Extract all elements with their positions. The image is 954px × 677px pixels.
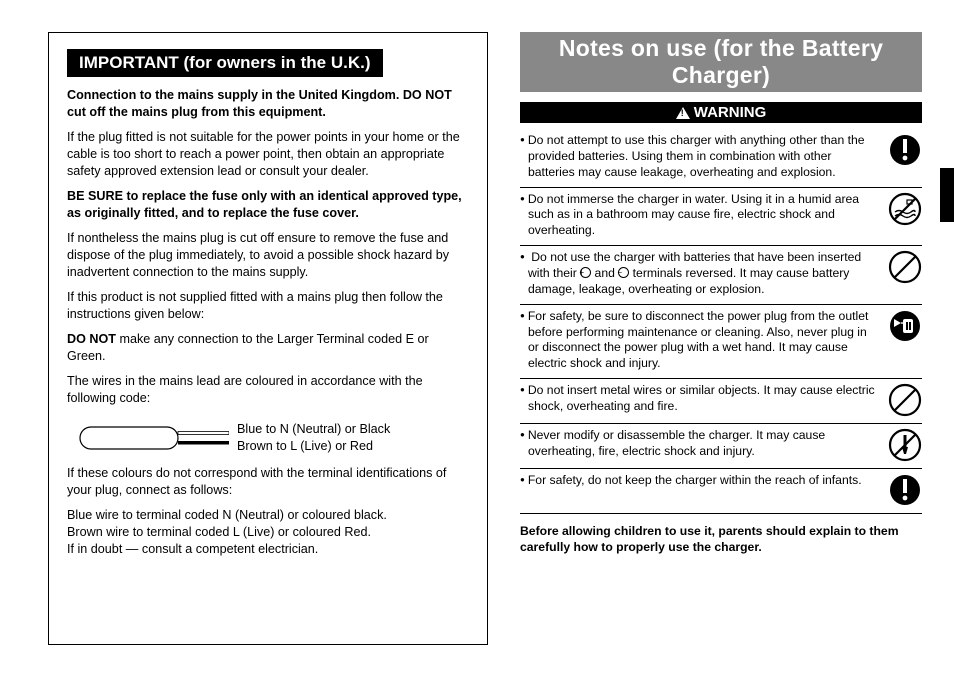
consult-electrician-text: If in doubt — consult a competent electr… [67,541,469,558]
exclamation-circle-icon-2 [888,473,922,507]
warning-item-7: For safety, do not keep the charger with… [520,469,922,514]
warning-text-1: Do not attempt to use this charger with … [520,133,880,181]
wire-blue-label: Blue to N (Neutral) or Black [237,421,390,438]
warning-item-3: Do not use the charger with batteries th… [520,246,922,305]
warning-item-1: Do not attempt to use this charger with … [520,129,922,188]
colours-mismatch-text: If these colours do not correspond with … [67,465,469,499]
warning-text-7: For safety, do not keep the charger with… [520,473,880,489]
fuse-replace-text: BE SURE to replace the fuse only with an… [67,188,469,222]
no-mains-plug-text: If this product is not supplied fitted w… [67,289,469,323]
warning-label: WARNING [694,104,767,121]
cable-icon [79,421,229,455]
warning-item-2: Do not immerse the charger in water. Usi… [520,188,922,247]
brown-wire-text: Brown wire to terminal coded L (Live) or… [67,524,469,541]
warning-text-5: Do not insert metal wires or similar obj… [520,383,880,415]
page-edge-tab [940,168,954,222]
blue-wire-text: Blue wire to terminal coded N (Neutral) … [67,507,469,524]
warning-triangle-icon [676,107,690,119]
donot-larger-terminal: DO NOT make any connection to the Larger… [67,331,469,365]
no-disassemble-icon [888,428,922,462]
wire-labels: Blue to N (Neutral) or Black Brown to L … [237,421,390,455]
exclamation-circle-icon [888,133,922,167]
important-banner: IMPORTANT (for owners in the U.K.) [67,49,383,77]
wire-diagram: Blue to N (Neutral) or Black Brown to L … [79,421,469,455]
no-water-icon [888,192,922,226]
donot-label: DO NOT [67,332,116,346]
plug-notfit-text: If the plug fitted is not suitable for t… [67,129,469,180]
warning-text-3: Do not use the charger with batteries th… [520,250,880,298]
prohibit-icon [888,250,922,284]
warning-text-6: Never modify or disassemble the charger.… [520,428,880,460]
warning-text-4: For safety, be sure to disconnect the po… [520,309,880,372]
right-column: Notes on use (for the Battery Charger) W… [516,32,926,645]
warning-item-5: Do not insert metal wires or similar obj… [520,379,922,424]
warning-item-6: Never modify or disassemble the charger.… [520,424,922,469]
warning-bar: WARNING [520,102,922,123]
uk-mains-heading: Connection to the mains supply in the Un… [67,87,469,121]
left-column-box: IMPORTANT (for owners in the U.K.) Conne… [48,32,488,645]
plus-terminal-icon: + [580,267,591,278]
minus-terminal-icon: − [618,267,629,278]
plug-cutoff-text: If nontheless the mains plug is cut off … [67,230,469,281]
donot-rest: make any connection to the Larger Termin… [67,332,429,363]
warning-item-4: For safety, be sure to disconnect the po… [520,305,922,379]
wire-colour-code-text: The wires in the mains lead are coloured… [67,373,469,407]
wire-brown-label: Brown to L (Live) or Red [237,438,390,455]
warning-text-2: Do not immerse the charger in water. Usi… [520,192,880,240]
notes-banner: Notes on use (for the Battery Charger) [520,32,922,92]
prohibit-icon-2 [888,383,922,417]
children-note: Before allowing children to use it, pare… [520,524,922,556]
page: IMPORTANT (for owners in the U.K.) Conne… [0,0,954,677]
unplug-icon [888,309,922,343]
